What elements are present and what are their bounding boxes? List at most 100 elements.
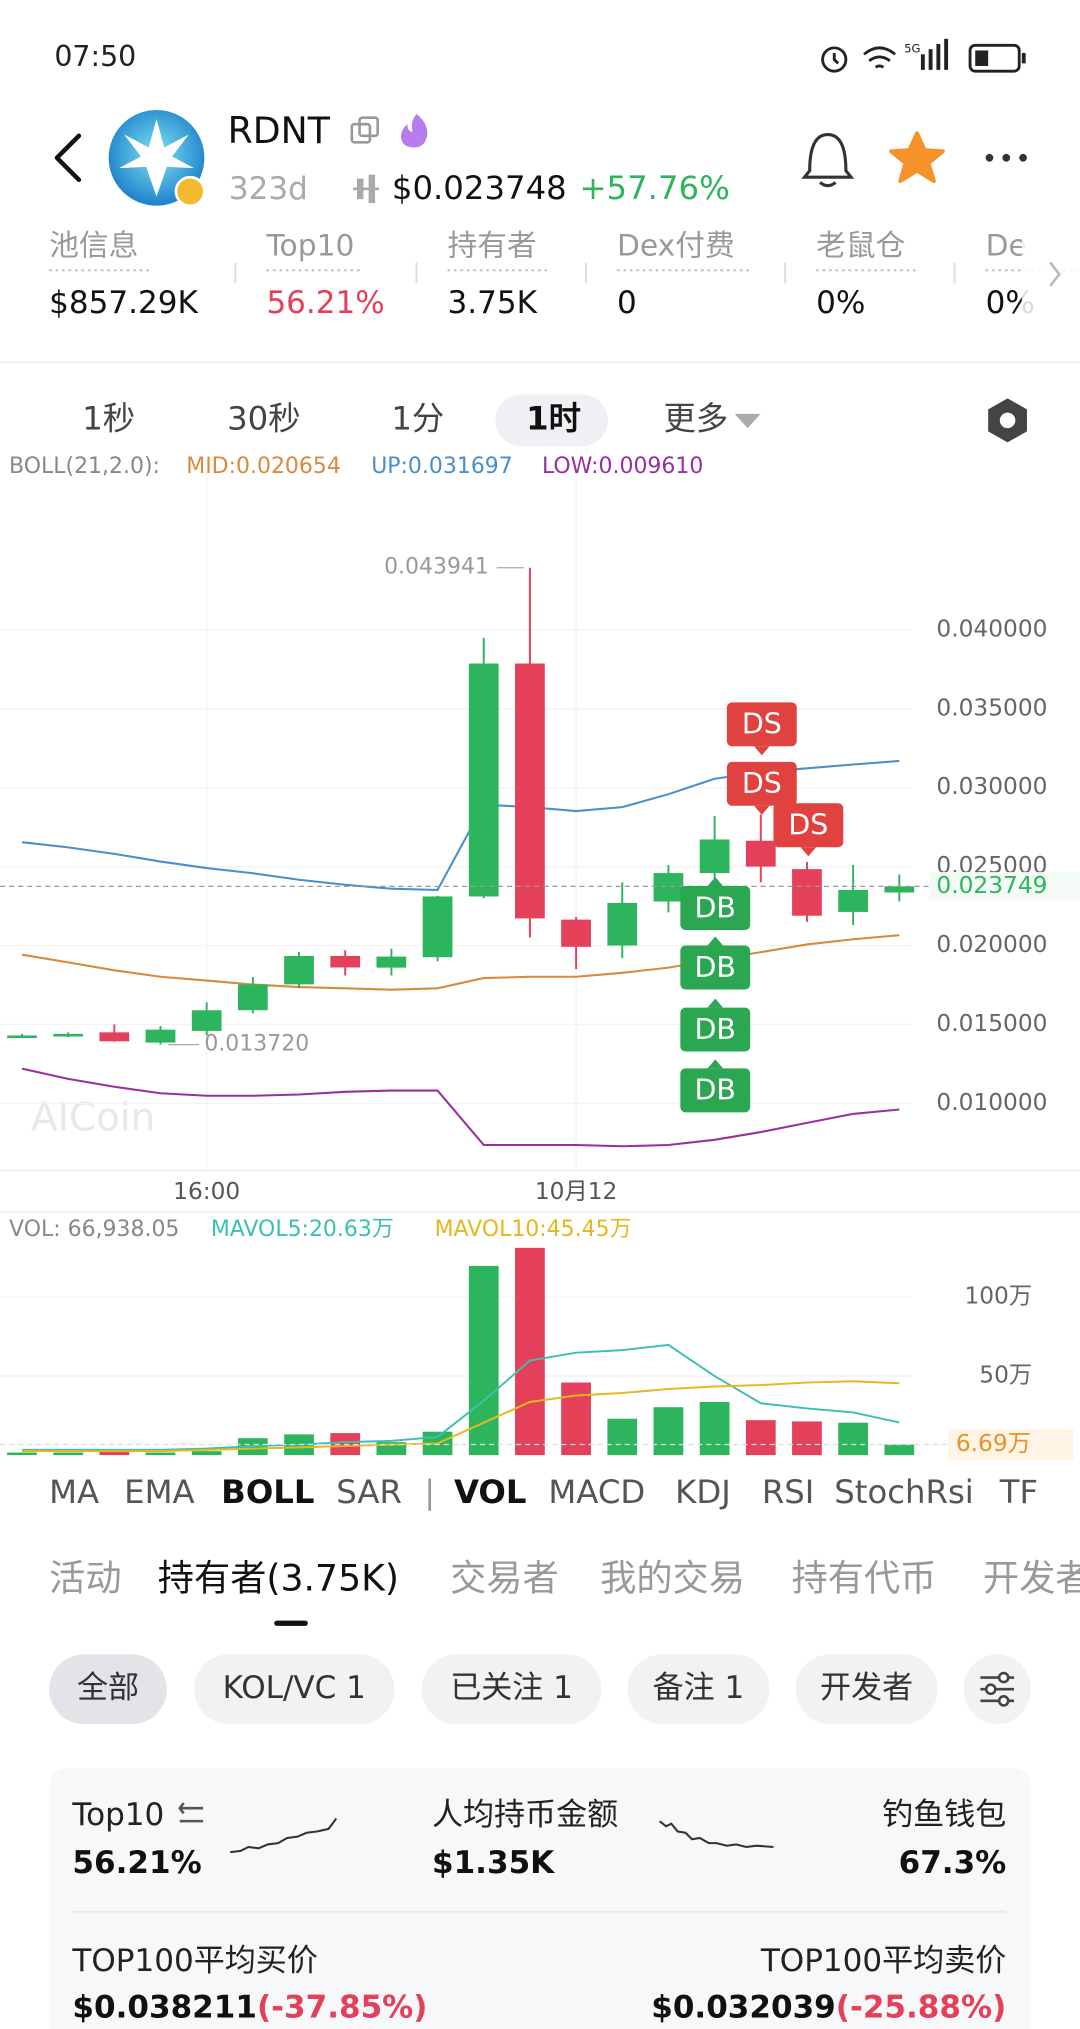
token-change: +57.76% (579, 169, 729, 207)
last-volume-bg (948, 1429, 1074, 1461)
stat-value: 3.75K (448, 285, 538, 321)
sell-change: (-25.88%) (836, 1990, 1007, 2026)
signal-label: DB (695, 1013, 736, 1046)
chip-bg (194, 1654, 395, 1725)
token-symbol: RDNT (228, 109, 331, 152)
candle-body (884, 886, 915, 893)
signal-badge (680, 1068, 751, 1113)
timeframe-tab[interactable]: 1秒 (82, 399, 135, 437)
sell-label: TOP100平均卖价 (760, 1943, 1006, 1979)
signal-label: DS (742, 767, 782, 800)
avg-sparkline (658, 1820, 774, 1849)
buy-change: (-37.85%) (257, 1990, 428, 2026)
signal-pointer (800, 847, 817, 857)
candle-body (561, 919, 591, 947)
candle-body (607, 902, 638, 946)
filter-chip[interactable]: KOL/VC 1 (223, 1670, 366, 1706)
indicator-tab[interactable]: EMA (124, 1473, 194, 1511)
stat-value: 0% (816, 285, 865, 321)
filter-chip[interactable]: 开发者 (820, 1670, 913, 1706)
timeframe-tab[interactable]: 1时 (526, 399, 581, 437)
token-logo (108, 109, 206, 207)
filter-chip[interactable]: 备注 1 (653, 1670, 745, 1706)
boll-line (21, 934, 900, 991)
signal-label: DS (742, 708, 782, 741)
back-button[interactable] (54, 133, 82, 183)
alert-button[interactable] (801, 132, 855, 188)
timeframe-tab[interactable]: 更多 (664, 399, 729, 437)
stat-label: De (986, 229, 1027, 264)
signal-badge (726, 761, 797, 806)
phishing-value: 67.3% (899, 1845, 1007, 1881)
stat-value: 56.21% (266, 285, 384, 321)
timeframe-tab[interactable]: 30秒 (227, 399, 300, 437)
candle-body (99, 1032, 130, 1042)
indicator-label: BOLL(21,2.0): (9, 454, 160, 479)
candle-body (792, 869, 822, 916)
detail-tab[interactable]: 持有者(3.75K) (158, 1557, 399, 1600)
price-chart: AICoin0.0400000.0350000.0300000.0250000.… (0, 454, 1080, 1205)
signal-label: DB (695, 951, 736, 984)
detail-tab[interactable]: 活动 (49, 1557, 121, 1600)
mavol10-line (21, 1380, 900, 1453)
indicator-tab[interactable]: StochRsi (834, 1473, 974, 1511)
volume-bar (607, 1418, 638, 1456)
candle-body (191, 1010, 222, 1031)
signal-badge (773, 803, 844, 848)
avg-label: 人均持币金额 (432, 1797, 618, 1833)
timeframe-tab[interactable]: 1分 (391, 399, 444, 437)
candle-body (515, 663, 545, 919)
boll-line (21, 1067, 900, 1148)
volume-bar (792, 1421, 822, 1456)
indicator-tab[interactable]: MACD (548, 1473, 645, 1511)
indicator-tab[interactable]: KDJ (675, 1473, 731, 1511)
chip-bg (627, 1654, 770, 1725)
volume-bar (515, 1247, 545, 1456)
volume-bar (99, 1451, 130, 1456)
settings-button[interactable] (988, 398, 1027, 443)
y-tick-label: 0.040000 (936, 615, 1047, 642)
last-price-bg (928, 872, 1080, 901)
y-tick-label: 0.020000 (936, 931, 1047, 958)
indicator-tab[interactable]: SAR (336, 1473, 402, 1511)
favorite-button[interactable] (889, 131, 945, 184)
signal-pointer (707, 936, 724, 946)
summary-card (49, 1768, 1031, 2029)
detail-tab[interactable]: 开发者 (983, 1557, 1080, 1600)
filter-chip[interactable]: 全部 (77, 1670, 139, 1706)
fade (1021, 219, 1080, 330)
top10-icon (178, 1802, 204, 1823)
chip-bg (421, 1654, 602, 1725)
candle-body (468, 663, 499, 897)
signal-badge (680, 945, 751, 990)
signal-label: DS (788, 809, 828, 842)
last-price-label: 0.023749 (936, 872, 1047, 899)
y-tick-label: 0.035000 (936, 694, 1047, 721)
candle-body (838, 889, 869, 912)
timeframe-tabs: 1秒 30秒 1分 1时 更多 (82, 399, 728, 437)
copy-icon[interactable] (350, 116, 379, 144)
indicator-tab[interactable]: RSI (762, 1473, 815, 1511)
filter-chip[interactable]: 已关注 1 (450, 1670, 573, 1706)
signal-badge (680, 885, 751, 930)
indicator-tab[interactable]: TF (999, 1473, 1038, 1511)
detail-tab[interactable]: 持有代币 (792, 1557, 937, 1600)
more-button[interactable] (985, 153, 1027, 162)
stat-label: Top10 (265, 229, 354, 264)
candle-body (53, 1033, 84, 1037)
detail-tab[interactable]: 我的交易 (600, 1557, 745, 1600)
indicator-tab[interactable]: MA (49, 1473, 99, 1511)
candle-body (7, 1035, 37, 1039)
stat-value: 0 (617, 285, 637, 321)
filter-settings-button[interactable] (963, 1654, 1031, 1725)
boll-legend: LOW:0.009610 (542, 454, 703, 479)
indicator-tab[interactable]: VOL (454, 1473, 527, 1511)
volume-legend: MAVOL10:45.45万 (435, 1217, 632, 1242)
phishing-label: 钓鱼钱包 (882, 1797, 1006, 1833)
volume-bar (7, 1452, 37, 1456)
indicator-tab[interactable]: BOLL (221, 1473, 314, 1511)
volume-bar (884, 1444, 915, 1456)
x-tick-label: 10月12 (535, 1178, 617, 1205)
detail-tab[interactable]: 交易者 (450, 1557, 559, 1600)
top10-label: Top10 (71, 1797, 164, 1833)
